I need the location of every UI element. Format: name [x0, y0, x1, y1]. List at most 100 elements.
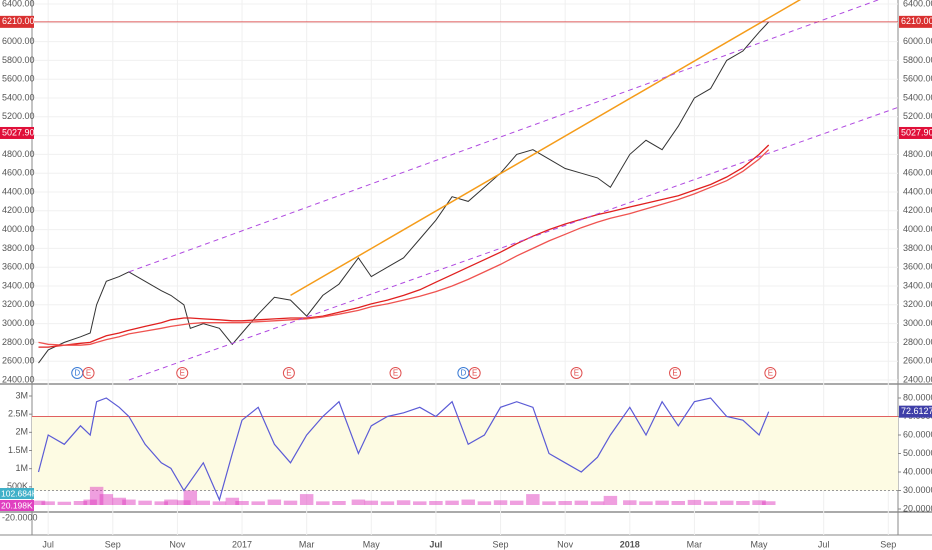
- event-marker: [176, 367, 189, 379]
- vol-tick-label: 2.5M: [8, 409, 28, 419]
- volume-bar: [112, 497, 126, 505]
- volume-bar: [639, 501, 653, 505]
- volume-bar: [413, 501, 427, 505]
- x-tick-label: May: [751, 539, 769, 549]
- x-tick-label: Sep: [493, 539, 509, 549]
- event-label: E: [393, 369, 398, 378]
- volume-bar: [332, 501, 346, 505]
- event-label: D: [460, 369, 466, 378]
- volume-bar: [235, 501, 249, 505]
- volume-bar: [762, 501, 776, 505]
- y-tick-label: 4600.00: [2, 168, 35, 178]
- volume-bar: [477, 501, 492, 505]
- y-tick-label: 6000.00: [2, 36, 35, 46]
- volume-badge-label: 102.684K: [1, 488, 38, 498]
- y-tick-label: 3600.00: [903, 262, 932, 272]
- volume-bar: [590, 501, 605, 505]
- event-marker: [82, 367, 95, 379]
- volume-bar: [558, 501, 572, 505]
- x-tick-label: Jul: [818, 539, 830, 549]
- x-tick-label: Nov: [169, 539, 186, 549]
- y2-tick-label: 40.0000: [903, 466, 932, 476]
- volume-bar: [251, 501, 265, 505]
- event-marker: [669, 367, 682, 379]
- volume-bar: [655, 500, 669, 505]
- y-tick-label: 2600.00: [2, 356, 35, 366]
- volume-bar: [703, 501, 718, 505]
- y-tick-label: 4600.00: [903, 168, 932, 178]
- price-badge-label: 6210.00: [901, 16, 932, 26]
- moving-average: [38, 149, 770, 346]
- y2-tick-label: 50.0000: [903, 448, 932, 458]
- volume-bar: [138, 500, 152, 505]
- event-label: E: [86, 369, 91, 378]
- vol-tick-label: 2M: [15, 427, 28, 437]
- volume-bar: [380, 501, 395, 505]
- y-tick-label: 4400.00: [903, 186, 932, 196]
- y-tick-label: 3200.00: [903, 299, 932, 309]
- volume-badge-label: 20.198K: [1, 500, 33, 510]
- volume-bar: [164, 499, 178, 505]
- y-tick-label: 5200.00: [2, 111, 35, 121]
- y-tick-label: 4000.00: [903, 224, 932, 234]
- volume-bar: [623, 500, 637, 505]
- y2-tick-label: 30.0000: [903, 485, 932, 495]
- vol-tick-label: 3M: [15, 390, 28, 400]
- y-tick-label: 2400.00: [903, 374, 932, 384]
- rsi-line: [37, 397, 770, 502]
- y-tick-label: 3800.00: [903, 243, 932, 253]
- y-tick-label: 3000.00: [903, 318, 932, 328]
- rsi-badge-label: 72.6127: [901, 406, 932, 416]
- event-marker: [764, 367, 777, 379]
- volume-bar: [752, 500, 766, 505]
- event-label: D: [74, 369, 80, 378]
- event-label: E: [472, 369, 477, 378]
- volume-bar: [364, 500, 379, 505]
- x-tick-label: May: [363, 539, 381, 549]
- y-tick-label: 5800.00: [903, 55, 932, 65]
- volume-bar: [267, 499, 282, 505]
- y-tick-label: 4200.00: [903, 205, 932, 215]
- event-marker: [389, 367, 402, 379]
- volume-bar: [196, 500, 210, 505]
- rsi-badge: [899, 405, 932, 418]
- volume-bar: [687, 499, 702, 505]
- volume-bar: [31, 500, 46, 505]
- volume-bar: [212, 501, 227, 505]
- volume-bar: [493, 500, 508, 505]
- y-tick-label: 4200.00: [2, 205, 35, 215]
- price-badge: [899, 126, 932, 139]
- event-label: E: [768, 369, 773, 378]
- price-badge: [0, 15, 34, 28]
- volume-bar: [429, 501, 443, 505]
- volume-badge: [0, 488, 34, 499]
- y-tick-label: 2400.00: [2, 374, 35, 384]
- y-tick-label: 4000.00: [2, 224, 35, 234]
- vol-tick-label: 1M: [15, 463, 28, 473]
- volume-bar: [671, 501, 686, 505]
- y-tick-label: 3000.00: [2, 318, 35, 328]
- price-badge-label: 5027.90: [2, 127, 35, 137]
- price-badge-label: 6210.00: [2, 16, 35, 26]
- y-tick-label: 4400.00: [2, 186, 35, 196]
- event-marker: [282, 367, 295, 379]
- x-tick-label: Mar: [299, 539, 315, 549]
- x-tick-label: Mar: [687, 539, 703, 549]
- volume-bar: [542, 501, 556, 505]
- y-tick-label: 5200.00: [903, 111, 932, 121]
- y-tick-label: 5600.00: [903, 74, 932, 84]
- volume-bar: [299, 494, 314, 505]
- price-badge: [0, 126, 34, 139]
- y-tick-label: 5400.00: [903, 92, 932, 102]
- trend-line: [290, 0, 802, 297]
- y-tick-label: 3800.00: [2, 243, 35, 253]
- volume-bar: [225, 497, 240, 505]
- x-tick-label: Jul: [42, 539, 54, 549]
- volume-bar: [183, 490, 198, 505]
- y-tick-label: 6400.00: [903, 0, 932, 8]
- volume-bar: [283, 500, 298, 505]
- volume-bar: [574, 500, 589, 505]
- volume-bar: [720, 500, 734, 505]
- y-tick-label: 3600.00: [2, 262, 35, 272]
- volume-bar: [445, 500, 459, 505]
